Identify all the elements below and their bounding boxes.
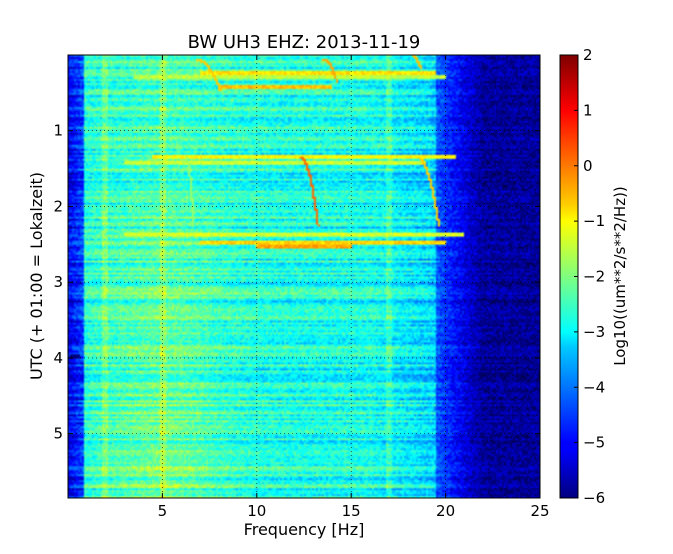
chart-title: BW UH3 EHZ: 2013-11-19 [188, 32, 421, 53]
colorbar-label: Log10((um**2/s**2/Hz)) [611, 186, 629, 366]
colorbar-tick-label: −1 [583, 212, 605, 230]
spectrogram-heatmap [68, 55, 540, 498]
colorbar-tick-label: −6 [583, 489, 605, 507]
y-axis-label: UTC (+ 01:00 = Lokalzeit) [27, 172, 46, 380]
x-tick-label: 15 [342, 502, 361, 520]
y-axis-ticks: 1 2 3 4 5 [53, 122, 540, 443]
colorbar-ticks: 2 1 0 −1 −2 −3 −4 −5 −6 [574, 46, 605, 507]
x-tick-label: 25 [530, 502, 549, 520]
colorbar-tick-label: −5 [583, 434, 605, 452]
x-tick-label: 20 [436, 502, 455, 520]
y-tick-label: 5 [53, 425, 63, 443]
colorbar-tick-label: 2 [583, 46, 593, 64]
x-axis-label: Frequency [Hz] [244, 520, 365, 539]
plot-frame [67, 54, 541, 499]
colorbar-tick-label: 0 [583, 157, 593, 175]
colorbar-tick-label: 1 [583, 101, 593, 119]
colorbar-tick-label: −4 [583, 378, 605, 396]
colorbar-tick-label: −3 [583, 323, 605, 341]
x-tick-label: 5 [158, 502, 168, 520]
plot-area [68, 55, 540, 498]
y-tick-label: 1 [53, 122, 63, 140]
colorbar-tick-label: −2 [583, 268, 605, 286]
colorbar: 2 1 0 −1 −2 −3 −4 −5 −6 Log10((um**2/s**2/Hz)) [559, 46, 629, 507]
y-tick-label: 3 [53, 273, 63, 291]
x-tick-label: 10 [247, 502, 266, 520]
y-tick-label: 2 [53, 197, 63, 215]
y-tick-label: 4 [53, 349, 63, 367]
grid-lines [68, 55, 540, 498]
x-axis-ticks: 5 10 15 20 25 [158, 55, 550, 520]
